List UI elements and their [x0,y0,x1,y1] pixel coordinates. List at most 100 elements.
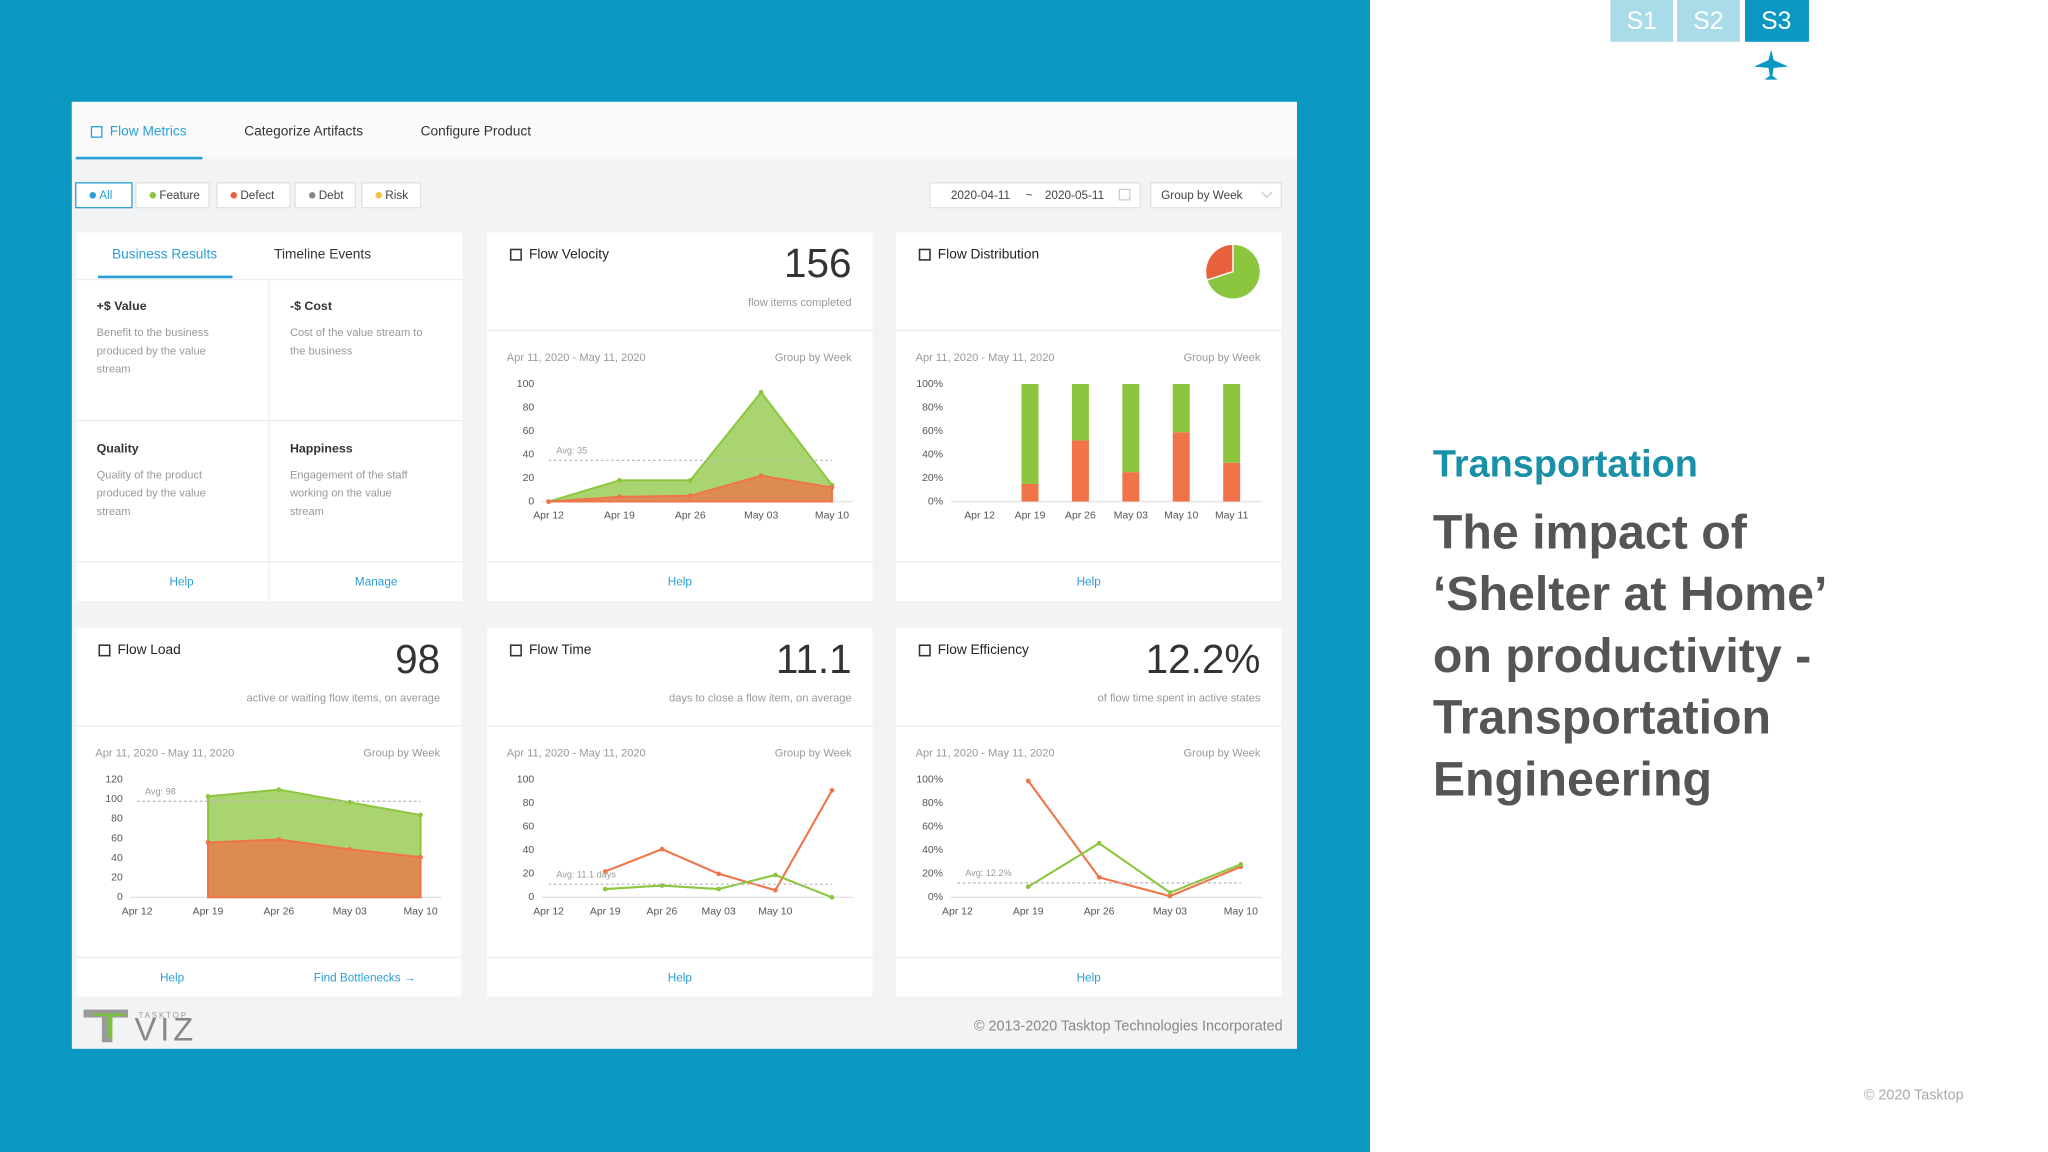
x-tick-label: Apr 26 [1084,906,1115,917]
x-tick-label: May 03 [333,906,367,917]
point [829,894,835,900]
title-line: The impact of [1433,505,1748,559]
filter-button[interactable] [75,182,133,209]
filter-button[interactable] [216,182,291,209]
y-tick-label: 100 [517,379,535,390]
tab-bg[interactable] [1677,0,1740,42]
point [1096,840,1102,846]
point [687,493,693,499]
cell-text: Quality of the product [97,469,202,481]
caret [1261,191,1273,199]
group-box[interactable] [1150,182,1282,209]
point [1167,890,1173,895]
x-tick-label: Apr 12 [964,511,995,522]
point [347,799,353,805]
date-range: Apr 11, 2020 - May 11, 2020 [507,352,646,364]
tab-bg[interactable] [1744,0,1809,42]
link[interactable]: Help [160,971,185,984]
calendar-icon [1118,188,1131,201]
date-range: Apr 11, 2020 - May 11, 2020 [916,352,1055,364]
y-tick-label: 40 [111,853,123,864]
nav-bar [71,101,1297,160]
cell-title: -$ Cost [290,299,332,313]
filter-label[interactable]: Feature [159,189,200,202]
point [687,478,693,483]
point [1238,862,1244,867]
y-tick-label: 100 [105,794,123,805]
point [758,389,764,395]
filter-dot [89,192,96,199]
nav-tab[interactable]: Configure Product [421,124,532,139]
y-tick-label: 40 [523,845,535,856]
filter-button[interactable] [135,182,210,209]
link[interactable]: Help [668,971,693,984]
panel-icon [918,248,931,261]
panel-icon [509,644,522,657]
point [418,812,423,818]
filter-button[interactable] [361,182,422,209]
cell-text: stream [97,506,131,518]
date-range: Apr 11, 2020 - May 11, 2020 [95,748,234,760]
title-line: Engineering [1433,752,1712,806]
point [276,787,282,792]
filter-dot [375,192,383,199]
bar-segment [1021,483,1039,502]
group-by: Group by Week [775,748,852,760]
logo: VIZ [135,1010,198,1047]
point [829,485,835,490]
panel-icon [918,644,931,657]
filter-label[interactable]: Risk [385,189,408,202]
y-tick-label: 40 [523,449,535,460]
cell-text: stream [97,364,131,376]
point [772,872,778,878]
x-tick-label: May 10 [403,906,437,917]
x-tick-label: May 10 [815,511,849,522]
y-tick-label: 120 [105,775,123,786]
filter-dot [149,192,157,199]
tab[interactable]: S3 [1761,8,1791,35]
date-box[interactable] [929,182,1141,209]
link[interactable]: Help [1077,971,1102,984]
avg-label: Avg: 12.2% [965,868,1012,878]
tab-bg[interactable] [1610,0,1674,42]
tab[interactable]: S2 [1693,8,1723,35]
avg-label: Avg: 98 [145,787,176,797]
x-tick-label: Apr 26 [647,906,678,917]
y-tick-label: 80% [922,402,943,413]
cell-text: Engagement of the staff [290,469,409,481]
nav-tab[interactable]: Flow Metrics [110,124,187,139]
y-tick-label: 40% [922,845,943,856]
link[interactable]: Help [668,576,693,589]
x-tick-label: Apr 26 [1065,511,1096,522]
filter-button[interactable] [294,182,356,209]
nav-tab[interactable]: Categorize Artifacts [244,124,363,139]
x-tick-label: Apr 12 [942,906,973,917]
x-tick-label: Apr 12 [533,511,564,522]
link[interactable]: Help [1077,576,1102,589]
group-by: Group by Week [1184,748,1261,760]
metric-caption: days to close a flow item, on average [669,693,852,705]
filter-label[interactable]: Debt [319,189,345,202]
point [205,794,211,799]
y-tick-label: 80 [523,798,535,809]
link[interactable]: Help [169,576,194,589]
plane-icon [1754,49,1789,80]
link[interactable]: Manage [355,576,398,589]
point [716,871,721,877]
tab[interactable]: Business Results [112,246,217,261]
x-tick-label: May 10 [1224,906,1258,917]
filter-label[interactable]: Defect [240,189,275,202]
tab[interactable]: Timeline Events [274,246,371,261]
y-tick-label: 20% [922,473,943,484]
cell-text: working on the value [289,488,392,500]
panel-icon [509,248,522,261]
link[interactable]: Find Bottlenecks → [314,971,416,984]
x-tick-label: Apr 26 [263,906,294,917]
metric-caption: flow items completed [748,297,852,309]
point [1096,874,1102,880]
cell-text: Benefit to the business [97,327,210,339]
copyright: © 2013-2020 Tasktop Technologies Incorpo… [974,1018,1283,1034]
tab[interactable]: S1 [1627,8,1657,35]
panel-icon [98,644,111,657]
filter-label[interactable]: All [99,189,112,202]
